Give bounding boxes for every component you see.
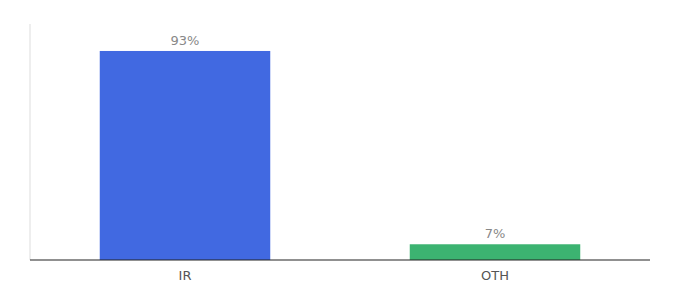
data-label: 7% <box>485 226 506 241</box>
chart-svg: 93% 7% IR OTH <box>0 0 680 300</box>
x-tick-label: OTH <box>481 268 509 283</box>
x-tick-label: IR <box>179 268 192 283</box>
bar <box>100 51 271 260</box>
bars <box>100 51 581 260</box>
data-label: 93% <box>171 33 200 48</box>
bar <box>410 244 581 260</box>
chart-container: 93% 7% IR OTH <box>0 0 680 300</box>
y-axis-line <box>30 24 31 260</box>
x-axis-line <box>30 259 650 260</box>
